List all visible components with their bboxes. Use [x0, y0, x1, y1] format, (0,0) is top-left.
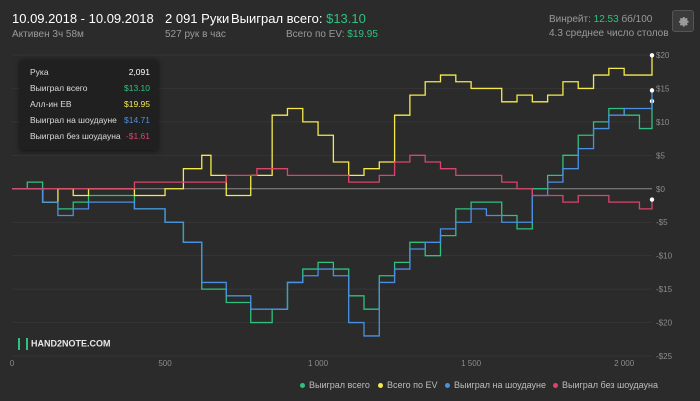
tooltip-label: Алл-ин EB	[30, 99, 72, 109]
x-tick-label: 1 000	[308, 359, 329, 368]
series-end-point	[649, 88, 655, 93]
y-tick-label: -$10	[656, 252, 673, 261]
active-time: Активен 3ч 58м	[12, 29, 84, 40]
tooltip-value: -$1.61	[125, 131, 150, 141]
tooltip-row: Рука 2,091	[30, 67, 150, 81]
logo: HAND2NOTE.COM	[18, 338, 111, 350]
tooltip-label: Выиграл всего	[30, 83, 88, 93]
legend-label: Всего по EV	[387, 380, 438, 390]
gear-icon	[678, 16, 689, 27]
tooltip-row: Выиграл всего $13.10	[30, 83, 150, 97]
legend-label: Выиграл всего	[309, 380, 370, 390]
series-line	[12, 90, 653, 337]
x-tick-label: 500	[158, 359, 172, 368]
y-tick-label: $5	[656, 151, 665, 160]
legend-dot-icon	[553, 383, 558, 389]
tooltip-row: Алл-ин EB $19.95	[30, 99, 150, 113]
tooltip-row: Выиграл на шоудауне $14.71	[30, 115, 150, 129]
tooltip-label: Выиграл на шоудауне	[30, 115, 117, 125]
series-line	[12, 154, 653, 210]
legend-dot-icon	[378, 383, 383, 389]
hover-tooltip: Рука 2,091 Выиграл всего $13.10 Алл-ин E…	[20, 60, 158, 150]
y-tick-label: $20	[656, 51, 670, 60]
tooltip-value: $13.10	[124, 83, 150, 93]
tooltip-label: Рука	[30, 67, 49, 77]
ev-total: Всего по EV: $19.95	[286, 29, 378, 40]
tooltip-label: Выиграл без шоудауна	[30, 131, 121, 141]
y-tick-label: -$20	[656, 319, 673, 328]
y-tick-label: $0	[656, 185, 665, 194]
won-total: Выиграл всего: $13.10	[231, 11, 366, 26]
legend-item[interactable]: Всего по EV	[378, 380, 437, 390]
series-line	[12, 55, 653, 203]
winrate: Винрейт: 12.53 бб/100	[549, 14, 652, 25]
legend-dot-icon	[445, 383, 450, 389]
legend-item[interactable]: Выиграл на шоудауне	[445, 380, 546, 390]
logo-mark-icon	[18, 338, 28, 350]
won-total-label: Выиграл всего:	[231, 11, 323, 26]
x-tick-label: 0	[10, 359, 15, 368]
legend-label: Выиграл на шоудауне	[454, 380, 546, 390]
date-range: 10.09.2018 - 10.09.2018	[12, 11, 154, 26]
winrate-unit: бб/100	[621, 14, 653, 25]
tooltip-value: $14.71	[124, 115, 150, 125]
x-tick-label: 1 500	[461, 359, 482, 368]
legend-dot-icon	[300, 383, 305, 389]
settings-button[interactable]	[672, 10, 694, 32]
legend-item[interactable]: Выиграл без шоудауна	[553, 380, 658, 390]
winrate-value: 12.53	[593, 14, 619, 25]
hands-rate: 527 рук в час	[165, 29, 226, 40]
y-tick-label: $10	[656, 118, 670, 127]
y-tick-label: -$25	[656, 352, 673, 361]
y-tick-label: -$5	[656, 218, 668, 227]
series-line	[12, 101, 653, 324]
avg-tables: 4.3 среднее число столов	[549, 28, 669, 39]
tooltip-value: 2,091	[128, 67, 150, 77]
tooltip-value: $19.95	[124, 99, 150, 109]
ev-total-value: $19.95	[347, 29, 378, 40]
tooltip-row: Выиграл без шоудауна -$1.61	[30, 131, 150, 145]
series-end-point	[649, 53, 655, 58]
hands-title: 2 091 Руки	[165, 11, 230, 26]
series-end-point	[649, 197, 655, 202]
x-tick-label: 2 000	[614, 359, 635, 368]
winrate-label: Винрейт:	[549, 14, 591, 25]
y-tick-label: $15	[656, 84, 670, 93]
ev-total-label: Всего по EV:	[286, 29, 345, 40]
y-tick-label: -$15	[656, 285, 673, 294]
won-total-value: $13.10	[326, 11, 366, 26]
logo-text: HAND2NOTE.COM	[31, 338, 111, 349]
legend-label: Выиграл без шоудауна	[562, 380, 658, 390]
legend-item[interactable]: Выиграл всего	[300, 380, 370, 390]
